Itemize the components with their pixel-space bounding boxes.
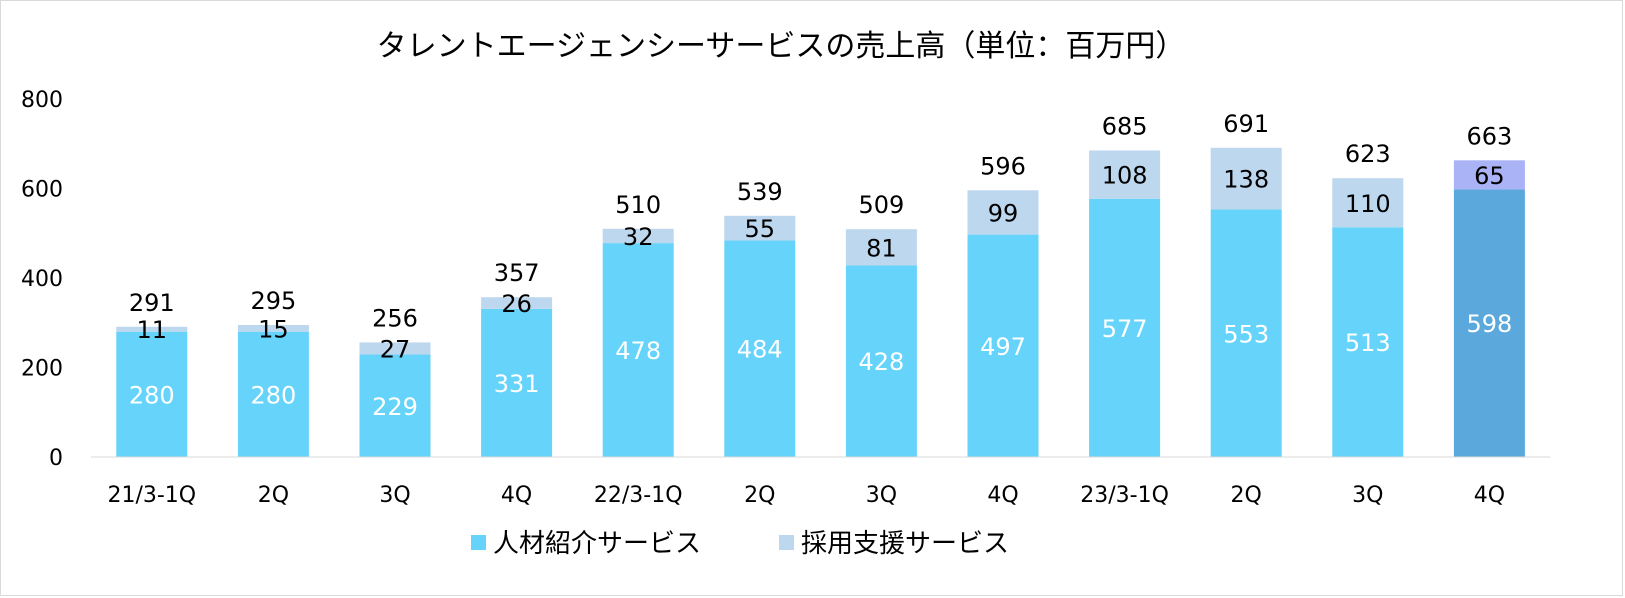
- y-tick-label: 0: [49, 446, 63, 471]
- legend: 人材紹介サービス 採用支援サービス: [471, 529, 1009, 559]
- data-label-total: 256: [372, 304, 418, 332]
- x-tick-label: 21/3-1Q: [107, 483, 196, 508]
- bar-series-1: [359, 354, 431, 457]
- x-tick-label: 3Q: [379, 483, 410, 508]
- data-label-series-1: 497: [980, 333, 1026, 361]
- bar-series-1: [1332, 227, 1404, 457]
- data-label-total: 509: [858, 191, 904, 219]
- data-label-series-1: 331: [494, 370, 540, 398]
- bar-series-2: [237, 324, 309, 332]
- bar-series-2: [724, 215, 796, 241]
- x-tick-label: 22/3-1Q: [594, 483, 683, 508]
- bar-series-2: [359, 342, 431, 355]
- data-label-series-2: 99: [988, 199, 1019, 227]
- bar-series-2: [845, 229, 917, 266]
- legend-label: 採用支援サービス: [801, 529, 1009, 559]
- data-label-total: 291: [129, 289, 175, 317]
- y-tick-label: 400: [21, 267, 63, 292]
- data-label-series-1: 229: [372, 393, 418, 421]
- data-label-total: 685: [1102, 112, 1148, 140]
- x-tick-label: 4Q: [1474, 483, 1505, 508]
- bar-series-1: [237, 331, 309, 457]
- y-tick-label: 600: [21, 178, 63, 203]
- x-tick-label: 2Q: [744, 483, 775, 508]
- data-label-series-1: 577: [1102, 315, 1148, 343]
- bar-series-2: [1332, 178, 1404, 228]
- data-label-series-2: 55: [745, 215, 776, 243]
- data-label-total: 357: [494, 259, 540, 287]
- data-label-total: 295: [250, 287, 296, 315]
- data-label-series-2: 138: [1223, 166, 1269, 194]
- x-tick-label: 4Q: [501, 483, 532, 508]
- legend-swatch: [779, 535, 794, 550]
- data-label-series-1: 553: [1223, 320, 1269, 348]
- bar-series-1: [1089, 198, 1161, 458]
- y-axis: 0 200 400 600 800: [21, 88, 63, 471]
- data-label-series-1: 513: [1345, 329, 1391, 357]
- data-label-series-1: 598: [1466, 310, 1512, 338]
- bar-series-2: [1453, 160, 1525, 190]
- data-label-series-1: 280: [250, 381, 296, 409]
- bar-series-2: [967, 190, 1039, 235]
- data-label-series-1: 484: [737, 336, 783, 364]
- x-tick-label: 2Q: [1231, 483, 1262, 508]
- bar-series-2: [1210, 147, 1282, 210]
- x-tick-label: 3Q: [1352, 483, 1383, 508]
- data-label-total: 596: [980, 152, 1026, 180]
- data-label-series-2: 65: [1474, 162, 1505, 190]
- bar-series-2: [481, 297, 553, 309]
- data-label-series-2: 26: [501, 290, 532, 318]
- data-label-series-2: 110: [1345, 190, 1391, 218]
- x-axis: 21/3-1Q 2Q 3Q 4Q 22/3-1Q 2Q 3Q 4Q 23/3-1Q 2Q 3Q 4Q: [91, 456, 1551, 508]
- y-tick-label: 200: [21, 357, 63, 382]
- bar-series-2: [116, 326, 188, 332]
- x-tick-label: 23/3-1Q: [1080, 483, 1169, 508]
- data-label-series-2: 11: [137, 316, 168, 344]
- bar-group: [116, 147, 1525, 458]
- data-label-series-2: 15: [258, 315, 289, 343]
- bar-series-1: [602, 243, 674, 457]
- legend-label: 人材紹介サービス: [493, 529, 701, 559]
- bar-series-1: [967, 234, 1039, 457]
- data-label-total: 510: [615, 191, 661, 219]
- x-tick-label: 4Q: [987, 483, 1018, 508]
- y-tick-label: 800: [21, 88, 63, 113]
- data-label-series-2: 32: [623, 223, 654, 251]
- bar-series-1: [724, 240, 796, 457]
- bar-series-1: [845, 265, 917, 457]
- bar-series-1: [1210, 209, 1282, 457]
- data-label-series-2: 108: [1102, 162, 1148, 190]
- data-label-series-1: 280: [129, 381, 175, 409]
- chart-title: タレントエージェンシーサービスの売上高（単位：百万円）: [377, 29, 1186, 64]
- data-label-total: 539: [737, 178, 783, 206]
- data-label-total: 623: [1345, 140, 1391, 168]
- x-tick-label: 2Q: [258, 483, 289, 508]
- x-tick-label: 3Q: [866, 483, 897, 508]
- data-label-total: 691: [1223, 110, 1269, 138]
- bar-series-1: [1453, 189, 1525, 457]
- data-label-series-1: 428: [858, 348, 904, 376]
- data-label-series-2: 27: [380, 335, 411, 363]
- bar-series-2: [602, 228, 674, 244]
- legend-swatch: [471, 535, 486, 550]
- data-label-series-1: 478: [615, 337, 661, 365]
- bar-series-1: [116, 331, 188, 457]
- bar-series-2: [1089, 150, 1161, 199]
- data-label-total: 663: [1466, 122, 1512, 150]
- bar-series-1: [481, 308, 553, 457]
- data-label-series-2: 81: [866, 234, 897, 262]
